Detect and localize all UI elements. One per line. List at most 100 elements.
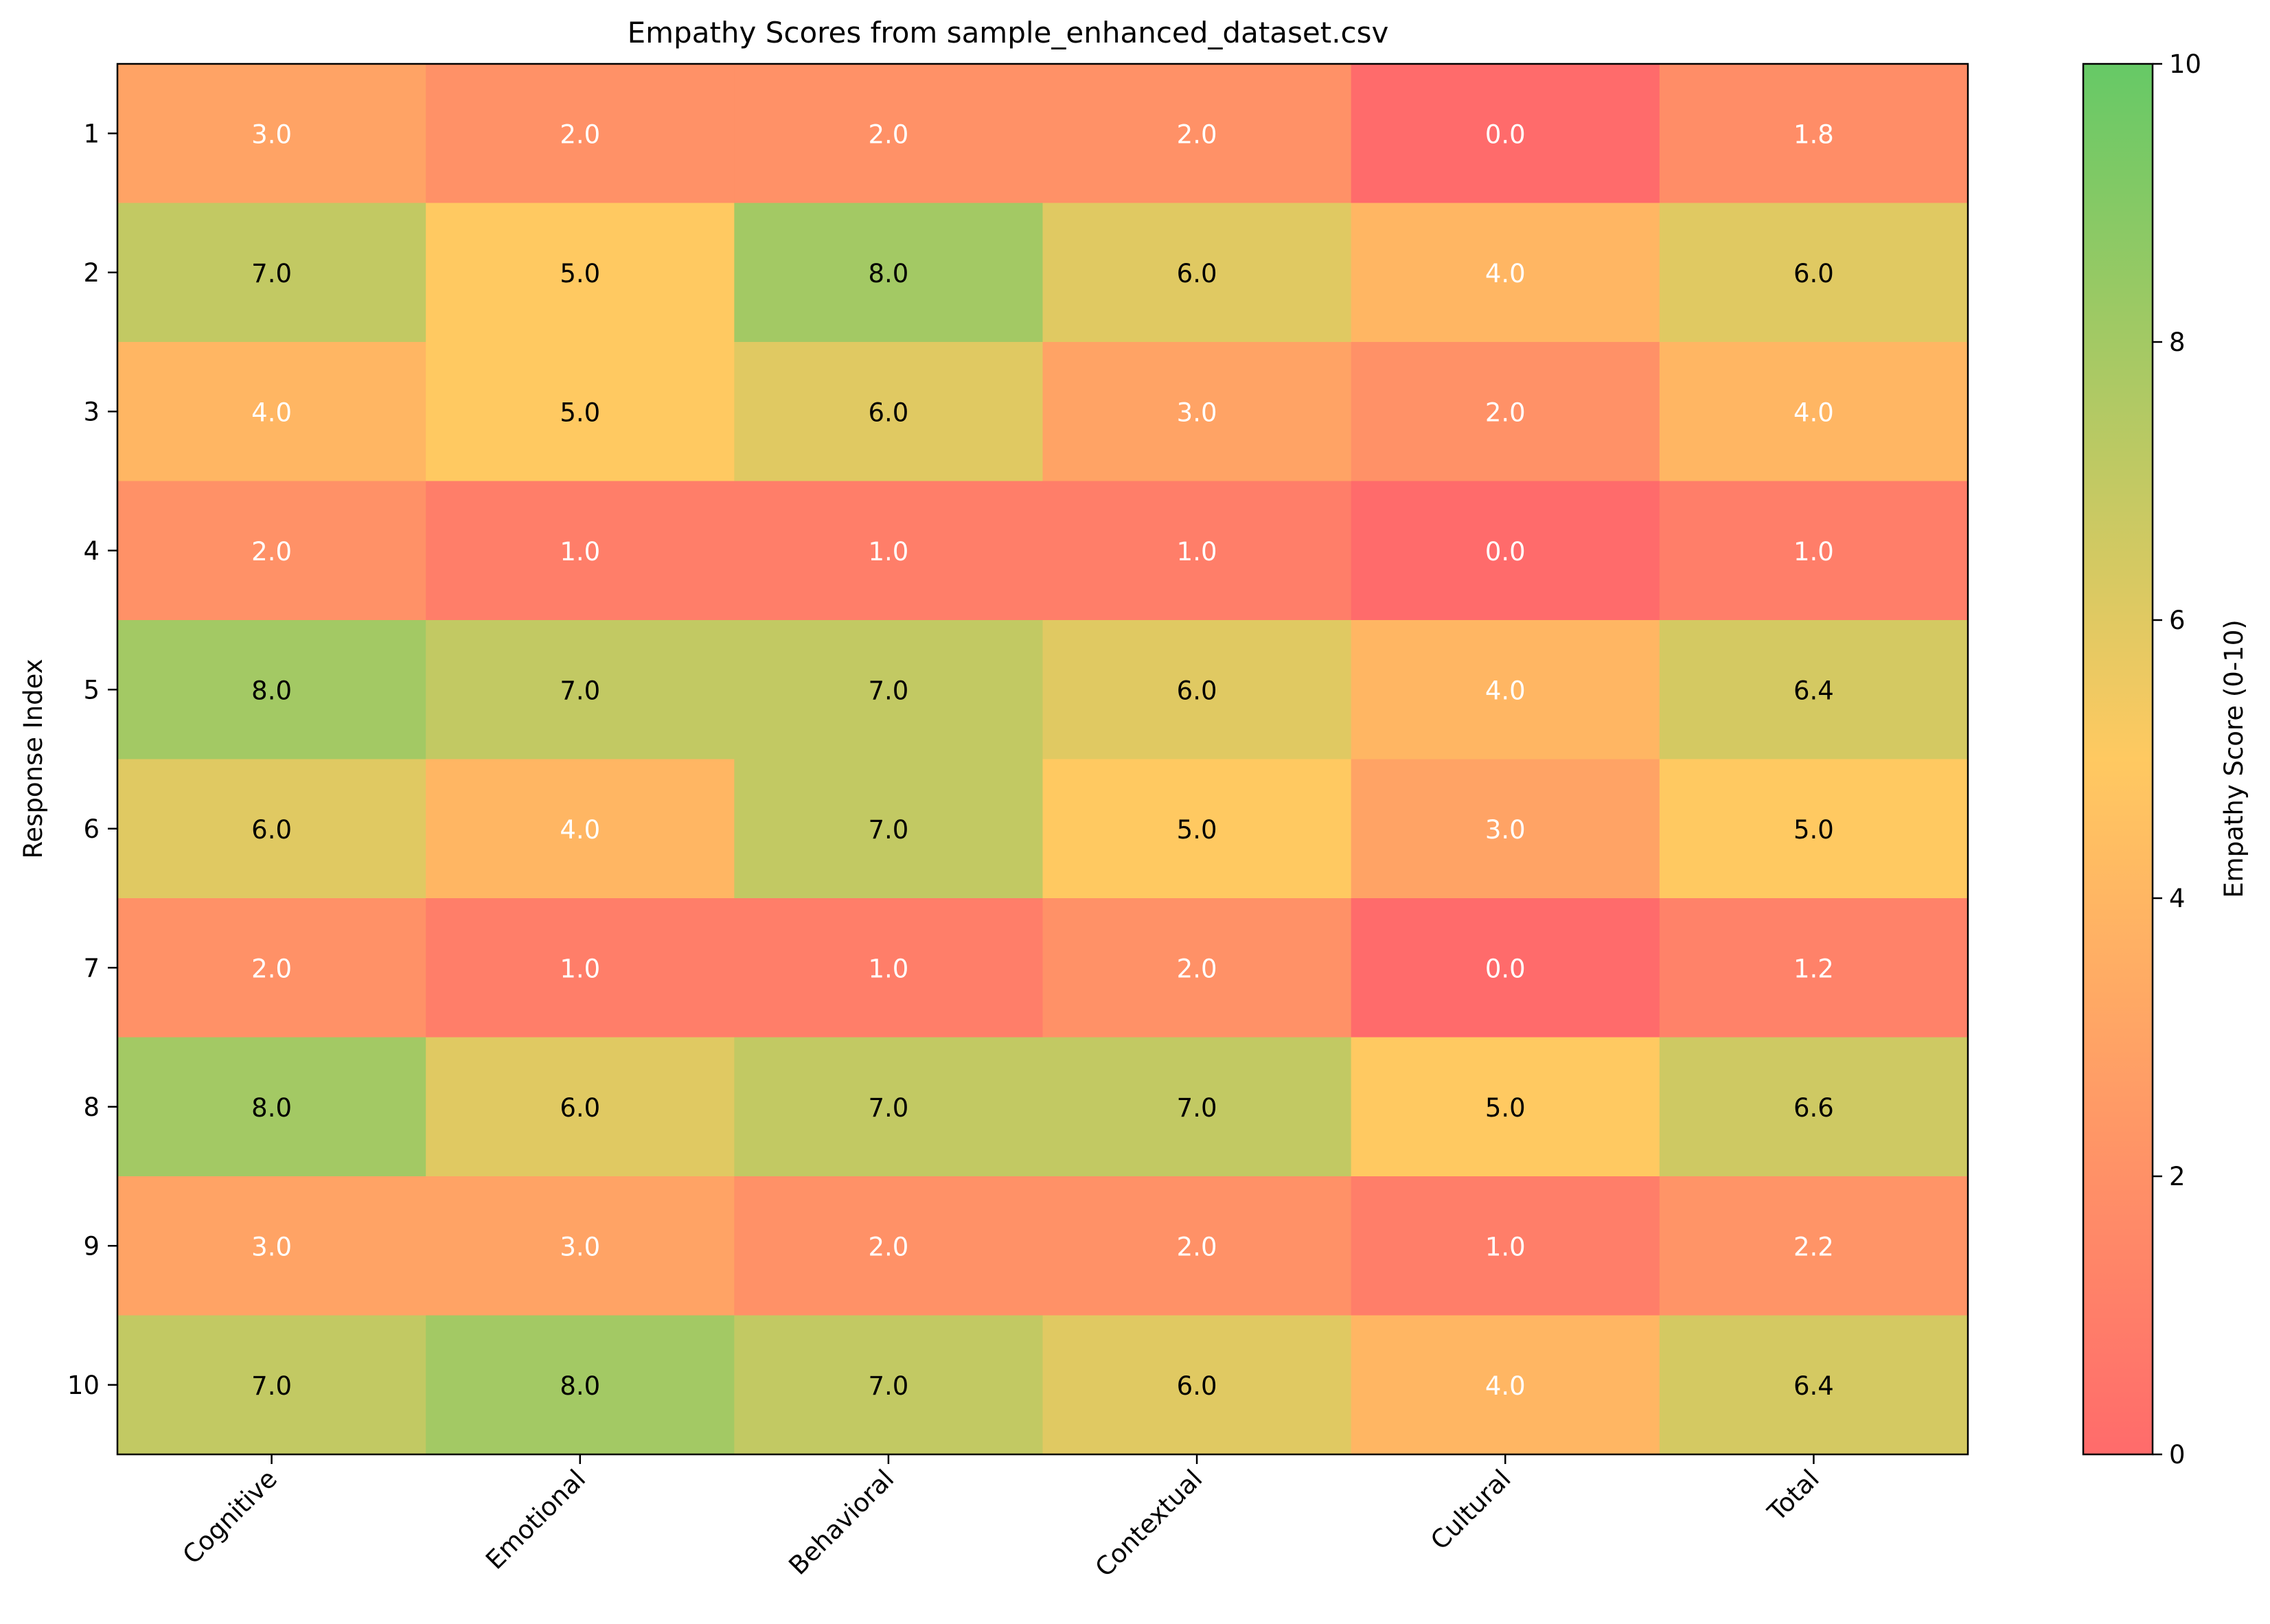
- cell-value-label: 7.0: [868, 1371, 908, 1401]
- heatmap-cell: [426, 759, 735, 899]
- cell-value-label: 8.0: [560, 1371, 600, 1401]
- heatmap-cell: [117, 759, 426, 899]
- heatmap-cell: [1659, 342, 1969, 482]
- heatmap-cell: [426, 481, 735, 621]
- cell-value-label: 6.0: [560, 1093, 600, 1123]
- cell-value-label: 7.0: [251, 259, 292, 288]
- cell-value-label: 7.0: [560, 676, 600, 705]
- y-tick-label: 1: [83, 119, 100, 148]
- chart-title: Empathy Scores from sample_enhanced_data…: [628, 16, 1389, 49]
- cell-value-label: 2.0: [251, 537, 292, 567]
- cell-value-label: 1.0: [1177, 537, 1217, 567]
- cell-value-label: 6.0: [1177, 676, 1217, 705]
- heatmap-cell: [1042, 898, 1352, 1038]
- cell-value-label: 4.0: [1485, 1371, 1526, 1401]
- heatmap-cell-labels: 3.0 2.0 2.0 2.0 0.0 1.8 7.0 5.0 8.0 6.0 4.0 6.0 4.0 5…: [251, 119, 1834, 1401]
- cell-value-label: 5.0: [1177, 815, 1217, 845]
- heatmap-cell: [734, 1176, 1044, 1316]
- y-tick-label: 3: [83, 397, 100, 426]
- heatmap-cell: [1042, 1315, 1352, 1455]
- heatmap-cell: [426, 203, 735, 343]
- heatmap-cell: [1042, 759, 1352, 899]
- heatmap-cell: [117, 1176, 426, 1316]
- cell-value-label: 6.4: [1793, 676, 1834, 705]
- colorbar: [2082, 62, 2154, 1456]
- cell-value-label: 3.0: [560, 1232, 600, 1261]
- cell-value-label: 1.0: [868, 954, 908, 983]
- cell-value-label: 7.0: [868, 815, 908, 845]
- y-tick-label: 6: [83, 814, 100, 844]
- heatmap-cell: [1042, 481, 1352, 621]
- cell-value-label: 5.0: [1485, 1093, 1526, 1123]
- heatmap-cell: [1351, 481, 1660, 621]
- cell-value-label: 1.0: [560, 954, 600, 983]
- heatmap-cell: [1659, 620, 1969, 760]
- y-tick-label: 4: [83, 536, 100, 566]
- cell-value-label: 4.0: [1485, 676, 1526, 705]
- colorbar-tick-label: 10: [2169, 49, 2201, 79]
- heatmap-cell: [426, 620, 735, 760]
- cell-value-label: 4.0: [560, 815, 600, 845]
- y-tick-label: 10: [67, 1371, 100, 1400]
- heatmap-cell: [117, 620, 426, 760]
- heatmap-cell: [1659, 1176, 1969, 1316]
- heatmap-cell: [1659, 1315, 1969, 1455]
- heatmap-cell: [1659, 481, 1969, 621]
- heatmap-cell: [117, 481, 426, 621]
- heatmap-cell: [1042, 620, 1352, 760]
- y-tick-label: 9: [83, 1231, 100, 1261]
- cell-value-label: 3.0: [251, 119, 292, 149]
- cell-value-label: 6.0: [1177, 1371, 1217, 1401]
- cell-value-label: 1.0: [868, 537, 908, 567]
- heatmap-cell: [1659, 203, 1969, 343]
- cell-value-label: 3.0: [1177, 398, 1217, 427]
- colorbar-tick-label: 6: [2169, 606, 2186, 635]
- heatmap-cell: [1351, 759, 1660, 899]
- cell-value-label: 1.2: [1793, 954, 1834, 983]
- cell-value-label: 5.0: [1793, 815, 1834, 845]
- heatmap-cell: [117, 342, 426, 482]
- heatmap-cell: [426, 898, 735, 1038]
- cell-value-label: 7.0: [1177, 1093, 1217, 1123]
- cell-value-label: 4.0: [1485, 259, 1526, 288]
- colorbar-tick-label: 2: [2169, 1162, 2186, 1191]
- cell-value-label: 6.6: [1793, 1093, 1834, 1123]
- cell-value-label: 2.0: [560, 119, 600, 149]
- heatmap-cell: [426, 1315, 735, 1455]
- heatmap-cell: [1042, 1037, 1352, 1177]
- y-axis-label: Response Index: [19, 659, 48, 858]
- heatmap-cell: [117, 1315, 426, 1455]
- heatmap-cell: [734, 1037, 1044, 1177]
- heatmap-cell: [1042, 203, 1352, 343]
- heatmap-cells: [117, 64, 1969, 1455]
- heatmap-cell: [426, 342, 735, 482]
- heatmap-cell: [1351, 1176, 1660, 1316]
- cell-value-label: 0.0: [1485, 537, 1526, 567]
- heatmap-cell: [1659, 898, 1969, 1038]
- cell-value-label: 1.0: [1485, 1232, 1526, 1261]
- heatmap-cell: [734, 481, 1044, 621]
- heatmap-cell: [734, 1315, 1044, 1455]
- cell-value-label: 4.0: [1793, 398, 1834, 427]
- cell-value-label: 2.0: [1177, 119, 1217, 149]
- cell-value-label: 2.0: [1177, 954, 1217, 983]
- colorbar-tick-label: 4: [2169, 884, 2186, 913]
- cell-value-label: 8.0: [251, 1093, 292, 1123]
- cell-value-label: 3.0: [251, 1232, 292, 1261]
- heatmap-cell: [1659, 1037, 1969, 1177]
- cell-value-label: 1.8: [1793, 119, 1834, 149]
- cell-value-label: 0.0: [1485, 119, 1526, 149]
- cell-value-label: 8.0: [868, 259, 908, 288]
- cell-value-label: 2.0: [868, 119, 908, 149]
- heatmap-cell: [734, 759, 1044, 899]
- cell-value-label: 7.0: [868, 1093, 908, 1123]
- heatmap-cell: [1042, 342, 1352, 482]
- cell-value-label: 8.0: [251, 676, 292, 705]
- heatmap-cell: [1659, 64, 1969, 204]
- heatmap-cell: [426, 1037, 735, 1177]
- heatmap-cell: [117, 64, 426, 204]
- cell-value-label: 6.0: [1793, 259, 1834, 288]
- heatmap-cell: [426, 64, 735, 204]
- y-tick-label: 7: [83, 953, 100, 983]
